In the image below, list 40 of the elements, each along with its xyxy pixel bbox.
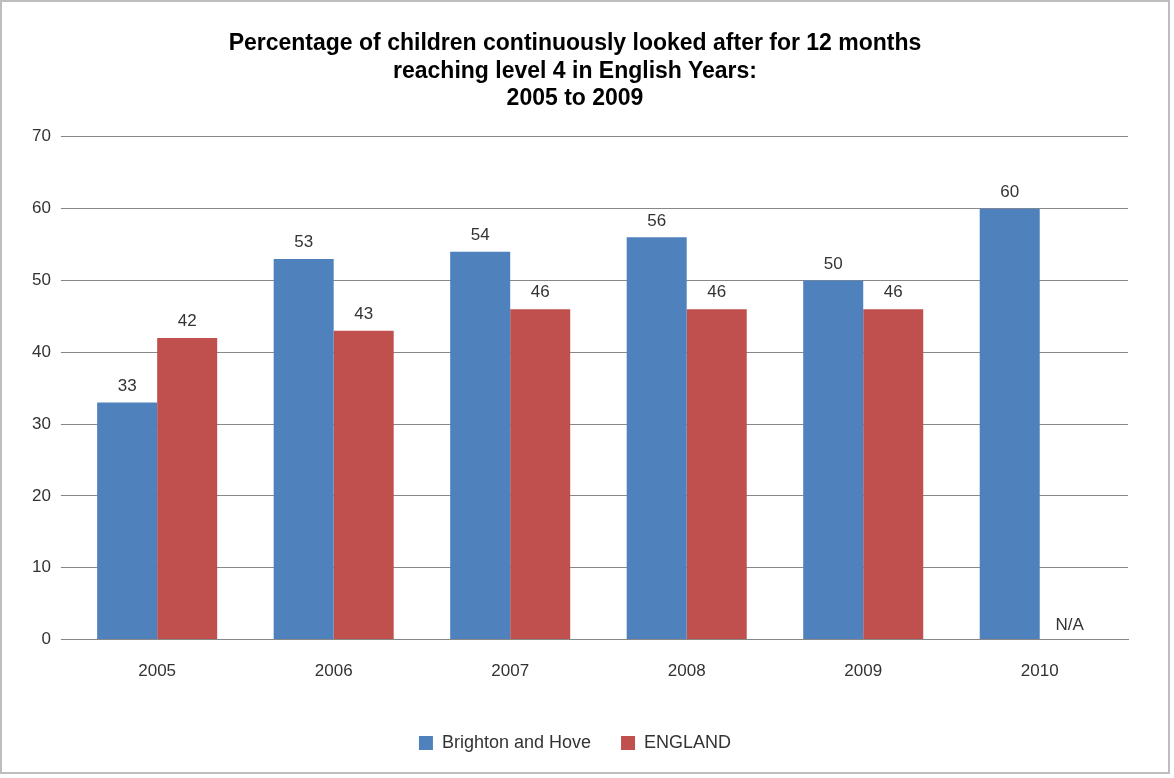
data-label: 43 <box>354 303 374 323</box>
data-label: 53 <box>294 232 314 252</box>
x-tick-label: 2009 <box>844 661 883 681</box>
y-tick-label: 40 <box>31 341 51 361</box>
data-label: 33 <box>117 375 137 395</box>
bar <box>273 258 334 640</box>
y-tick-label: 20 <box>31 485 51 505</box>
bar <box>97 402 158 640</box>
bar <box>626 237 687 640</box>
y-tick-label: 30 <box>31 413 51 433</box>
legend-label: Brighton and Hove <box>441 731 592 752</box>
text: N/A <box>1055 614 1084 634</box>
data-label: 42 <box>177 311 197 331</box>
legend-label: ENGLAND <box>644 731 732 752</box>
bar <box>979 208 1040 640</box>
bar <box>333 330 394 640</box>
x-tick-label: 2010 <box>1020 661 1059 681</box>
bar <box>863 309 924 640</box>
y-tick-label: 10 <box>31 557 51 577</box>
bar <box>803 280 864 640</box>
data-label: 60 <box>1000 181 1020 201</box>
y-tick-label: 60 <box>31 198 51 218</box>
x-tick-label: 2005 <box>138 661 177 681</box>
x-tick-label: 2006 <box>314 661 353 681</box>
data-label: 46 <box>530 282 550 302</box>
y-tick-label: 70 <box>31 126 51 146</box>
x-tick-label: 2008 <box>667 661 706 681</box>
x-tick-label: 2007 <box>491 661 530 681</box>
bar <box>686 309 747 640</box>
data-label: 56 <box>647 210 667 230</box>
bar <box>157 337 218 640</box>
bar <box>450 251 511 640</box>
y-tick-label: 50 <box>31 270 51 290</box>
data-label: 46 <box>883 282 903 302</box>
data-label: 46 <box>707 282 727 302</box>
bar <box>510 309 571 640</box>
chart-title: Percentage of children continuously looked after for 12 months reaching level 4 in English Years: 2005 to 2009 <box>228 29 922 111</box>
data-label: 50 <box>823 253 843 273</box>
data-label: 54 <box>470 224 490 244</box>
y-tick-label: 0 <box>41 629 51 649</box>
